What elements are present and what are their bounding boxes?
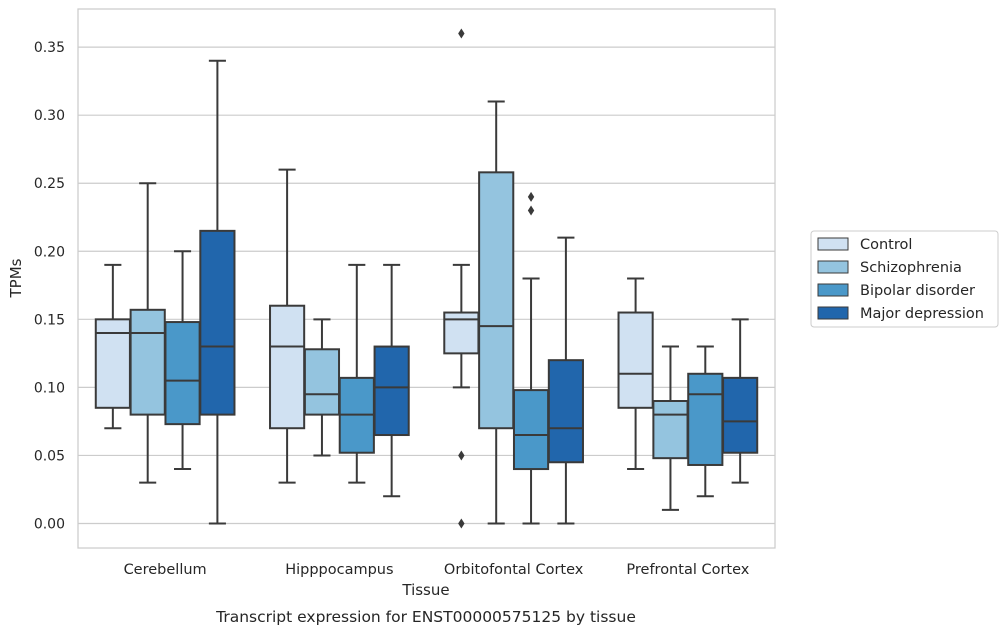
box-group (199, 59, 236, 525)
x-tick-label: Cerebellum (124, 562, 207, 578)
box (722, 376, 759, 454)
legend-swatch (817, 260, 849, 274)
legend-label: Bipolar disorder (860, 283, 975, 299)
legend-swatch (817, 306, 849, 320)
chart-caption: Transcript expression for ENST0000057512… (215, 608, 636, 626)
outlier-point (527, 191, 535, 202)
outlier-point (458, 518, 465, 529)
outlier-point (458, 450, 465, 461)
box-group (512, 191, 550, 525)
legend-label: Schizophrenia (860, 260, 962, 276)
box (617, 311, 654, 409)
legend-frame (810, 230, 999, 328)
box-group (547, 236, 584, 525)
box (269, 304, 306, 430)
box (164, 321, 201, 426)
y-tick-label: 0.30 (34, 108, 65, 124)
box (94, 318, 131, 409)
box-group (373, 263, 410, 498)
boxes (94, 28, 759, 529)
legend-swatch (817, 283, 849, 297)
box (478, 171, 515, 430)
box-group (338, 263, 375, 484)
x-tick-label: Hipppocampus (285, 562, 393, 578)
y-tick-label: 0.35 (34, 40, 65, 56)
y-axis-ticks: 0.00 0.05 0.10 0.15 0.20 0.25 0.30 0.35 (34, 40, 65, 532)
x-tick-label: Orbitofontal Cortex (444, 562, 584, 578)
y-axis-label: TPMs (7, 258, 25, 298)
box-group (94, 263, 131, 430)
box (687, 372, 724, 466)
x-axis-ticks: Cerebellum Hipppocampus Orbitofontal Corte… (124, 562, 750, 578)
box (303, 348, 341, 416)
box-group (129, 182, 166, 484)
box (373, 345, 410, 437)
box-group (652, 345, 689, 511)
box-group (303, 318, 341, 457)
y-tick-label: 0.15 (34, 312, 65, 328)
plot-area-frame (77, 8, 776, 549)
legend-swatch (817, 237, 849, 251)
x-tick-label: Prefrontal Cortex (626, 562, 749, 578)
y-tick-label: 0.10 (34, 380, 65, 396)
box (652, 400, 689, 460)
box-group (443, 28, 480, 529)
y-tick-label: 0.25 (34, 176, 65, 192)
box-group (269, 168, 306, 484)
box-group (722, 318, 759, 484)
box (547, 359, 584, 464)
outlier-point (527, 205, 535, 216)
y-tick-label: 0.20 (34, 244, 65, 260)
outlier-point (458, 28, 465, 39)
legend-label: Control (860, 237, 912, 253)
box (512, 389, 550, 471)
legend-label: Major depression (860, 306, 984, 322)
legend: Control Schizophrenia Bipolar disorder Majo… (810, 230, 999, 328)
y-tick-label: 0.05 (34, 448, 65, 464)
x-axis-label: Tissue (401, 581, 449, 599)
box-group (617, 277, 654, 471)
box-group (687, 345, 724, 498)
y-tick-label: 0.00 (34, 517, 65, 533)
box (199, 229, 236, 416)
box (129, 308, 166, 416)
box-group (478, 100, 515, 525)
